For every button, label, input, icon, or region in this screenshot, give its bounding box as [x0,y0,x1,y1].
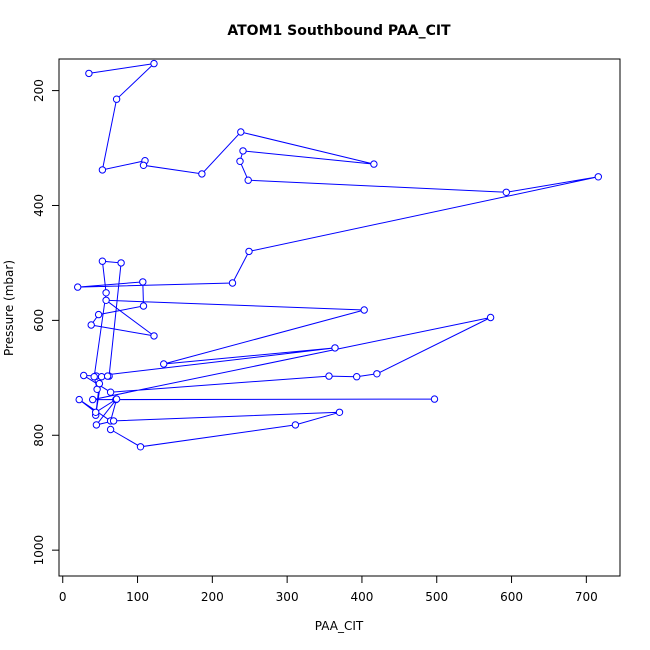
data-point [109,417,118,425]
chart-title: ATOM1 Southbound PAA_CIT [227,23,451,39]
y-tick-label: 600 [32,309,46,332]
y-axis-label: Pressure (mbar) [2,260,16,356]
data-point [112,95,121,103]
data-point [244,176,252,184]
data-point [325,372,333,380]
data-point [360,306,368,314]
data-point [430,395,439,403]
data-point [150,332,158,340]
y-axis: 200 400 600 800 1000 [32,79,60,566]
data-point [97,373,106,381]
data-point [594,173,602,181]
data-point [106,388,115,396]
y-tick-label: 800 [32,424,46,447]
data-point [370,160,378,168]
data-point [75,395,83,404]
data-point [80,371,88,380]
data-point [98,257,107,265]
data-point [139,278,147,286]
data-point [353,373,361,381]
x-tick-label: 600 [500,590,523,604]
x-tick-label: 0 [59,590,67,604]
x-tick-label: 100 [126,590,149,604]
x-tick-label: 500 [425,590,448,604]
data-point [150,59,158,68]
data-point [139,161,148,170]
data-point [139,302,148,310]
data-point [502,188,510,197]
data-point [90,373,98,381]
plot-frame [58,58,621,577]
data-point [92,421,101,429]
data-point [331,344,339,352]
y-tick-label: 1000 [32,535,46,566]
data-point [136,443,145,451]
data-point [85,69,93,78]
data-point [102,289,110,297]
plot-area [74,59,602,451]
data-point [335,408,344,416]
data-point [103,372,112,380]
x-tick-label: 300 [276,590,299,604]
y-tick-label: 400 [32,194,46,217]
data-point [239,147,247,155]
x-tick-label: 200 [201,590,224,604]
data-point [245,247,253,256]
data-point [236,157,244,166]
data-point [486,313,495,322]
data-point [373,370,381,378]
data-point [106,425,115,434]
data-point [198,170,206,178]
data-point [87,321,95,329]
data-point [98,166,107,174]
data-point [291,421,300,429]
data-point [112,395,121,403]
data-point [228,279,237,287]
x-tick-label: 700 [575,590,598,604]
y-tick-label: 200 [32,79,46,102]
data-point [160,360,168,368]
data-point [94,310,103,319]
data-point [117,259,125,267]
data-point [102,296,110,304]
x-axis: 0 100 200 300 400 500 600 700 [59,575,598,604]
data-point [92,408,100,416]
series-line [77,62,599,448]
data-point [237,128,245,136]
data-point [95,379,104,388]
data-point [89,395,97,404]
data-point [74,283,82,291]
x-axis-label: PAA_CIT [315,619,364,633]
x-tick-label: 400 [350,590,373,604]
